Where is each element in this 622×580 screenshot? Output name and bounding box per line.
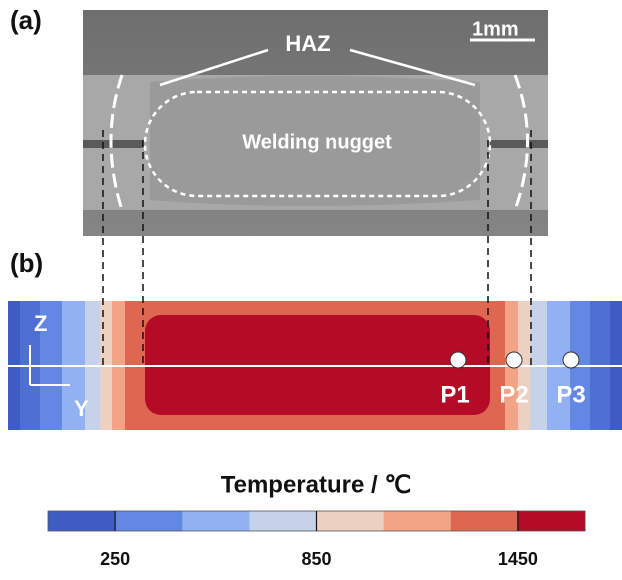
- colorbar-segment: [249, 511, 317, 531]
- colorbar-tick-label: 1450: [498, 549, 538, 569]
- panel-label: (b): [10, 248, 43, 278]
- colorbar-segment: [182, 511, 250, 531]
- nugget-label: Welding nugget: [242, 131, 392, 153]
- colorbar-tick-label: 250: [100, 549, 130, 569]
- colorbar-segment: [317, 511, 385, 531]
- point-label: P1: [440, 381, 469, 408]
- axis-label: Z: [34, 311, 47, 336]
- panel-label: (a): [10, 5, 42, 35]
- colorbar: 250 850 1450: [48, 511, 586, 569]
- point-label: P2: [499, 381, 528, 408]
- colorbar-segment: [48, 511, 116, 531]
- figure: 1mm HAZ Welding nugget (a) (b) Z Y P1 P2…: [0, 0, 622, 575]
- micrograph: 1mm HAZ Welding nugget: [83, 10, 548, 236]
- colorbar-tick-label: 850: [301, 549, 331, 569]
- colorbar-segment: [518, 511, 586, 531]
- colorbar-title: Temperature / ℃: [221, 471, 412, 498]
- colorbar-segment: [115, 511, 183, 531]
- colorbar-segment: [451, 511, 519, 531]
- axis-label: Y: [74, 396, 89, 421]
- temperature-field: Z Y P1 P2 P3: [8, 301, 622, 430]
- scale-bar: 1mm: [472, 18, 519, 40]
- point-label: P3: [556, 381, 585, 408]
- colorbar-segment: [384, 511, 452, 531]
- haz-label: HAZ: [285, 31, 330, 56]
